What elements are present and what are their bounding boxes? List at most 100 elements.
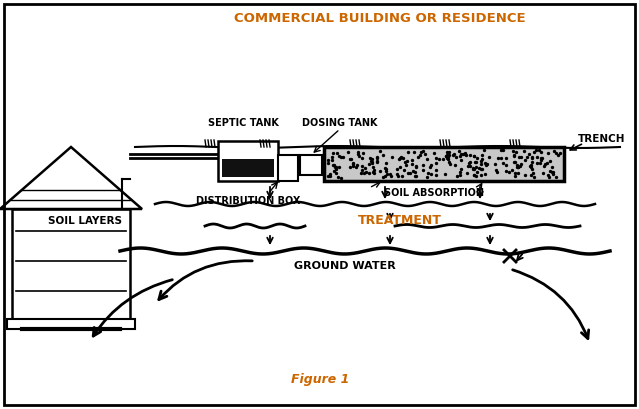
Point — [385, 171, 395, 178]
Point — [356, 170, 366, 176]
Point — [512, 163, 523, 170]
Point — [394, 155, 404, 162]
Point — [327, 157, 337, 164]
Point — [531, 147, 541, 153]
Point — [472, 159, 482, 165]
Point — [472, 169, 482, 175]
Point — [509, 159, 519, 165]
Point — [528, 170, 538, 176]
Point — [367, 160, 377, 167]
Point — [372, 155, 382, 162]
Point — [431, 166, 442, 173]
Text: DISTRIBUTION BOX: DISTRIBUTION BOX — [196, 196, 300, 206]
Point — [323, 157, 334, 164]
Point — [507, 147, 518, 154]
Point — [392, 166, 403, 172]
Point — [444, 159, 454, 166]
Point — [477, 152, 487, 158]
Point — [440, 171, 450, 178]
Point — [550, 148, 560, 154]
Point — [348, 161, 358, 167]
Point — [418, 162, 428, 168]
Point — [509, 172, 520, 179]
Point — [470, 158, 480, 165]
Point — [469, 153, 479, 160]
Point — [509, 153, 519, 159]
Point — [375, 148, 385, 154]
Point — [351, 164, 361, 170]
Point — [463, 160, 473, 166]
Point — [544, 173, 554, 180]
Point — [325, 173, 335, 180]
Point — [366, 158, 376, 165]
Point — [420, 150, 430, 157]
Point — [325, 171, 335, 178]
Text: TREATMENT: TREATMENT — [358, 214, 442, 227]
Point — [510, 170, 520, 176]
Point — [381, 167, 391, 174]
Point — [455, 171, 465, 178]
Point — [368, 169, 378, 175]
Point — [555, 149, 565, 156]
Point — [451, 154, 461, 160]
Point — [422, 170, 433, 177]
Point — [332, 150, 343, 157]
Point — [357, 155, 367, 161]
Text: SEPTIC TANK: SEPTIC TANK — [208, 118, 279, 128]
Point — [438, 156, 449, 162]
Point — [344, 156, 355, 163]
Point — [546, 164, 557, 170]
Point — [372, 158, 382, 165]
Point — [387, 153, 397, 160]
Point — [330, 164, 341, 171]
Point — [373, 157, 383, 164]
Point — [468, 166, 478, 173]
Point — [323, 173, 334, 179]
Point — [426, 162, 436, 168]
Point — [431, 172, 441, 179]
Point — [367, 156, 377, 162]
Point — [541, 160, 551, 167]
Point — [348, 163, 358, 169]
Point — [539, 162, 550, 169]
Point — [548, 171, 558, 178]
Point — [476, 171, 486, 178]
Point — [407, 161, 417, 167]
Point — [422, 174, 433, 180]
Point — [353, 149, 363, 155]
Point — [392, 171, 403, 177]
Point — [413, 153, 423, 160]
Point — [400, 159, 410, 165]
Point — [411, 164, 421, 171]
Point — [434, 155, 444, 162]
Point — [336, 174, 346, 181]
Point — [454, 169, 465, 175]
Point — [368, 164, 378, 171]
Point — [528, 149, 539, 156]
Bar — [324, 147, 564, 181]
Point — [502, 155, 512, 161]
Point — [512, 164, 522, 170]
Point — [403, 149, 413, 156]
Point — [403, 170, 413, 176]
Point — [504, 169, 514, 175]
Text: Figure 1: Figure 1 — [291, 373, 349, 386]
Point — [397, 173, 408, 180]
Text: GROUND WATER: GROUND WATER — [294, 261, 396, 271]
Point — [469, 171, 479, 178]
Point — [472, 155, 482, 161]
Point — [378, 151, 388, 158]
Point — [361, 169, 371, 176]
Point — [475, 161, 486, 167]
Point — [468, 164, 479, 171]
Point — [357, 167, 367, 173]
Point — [465, 162, 475, 169]
Point — [331, 163, 341, 170]
Point — [476, 165, 486, 172]
Point — [378, 174, 388, 180]
Point — [468, 165, 479, 172]
Point — [365, 154, 375, 161]
Point — [451, 173, 461, 179]
Point — [460, 151, 470, 157]
Point — [401, 162, 412, 168]
